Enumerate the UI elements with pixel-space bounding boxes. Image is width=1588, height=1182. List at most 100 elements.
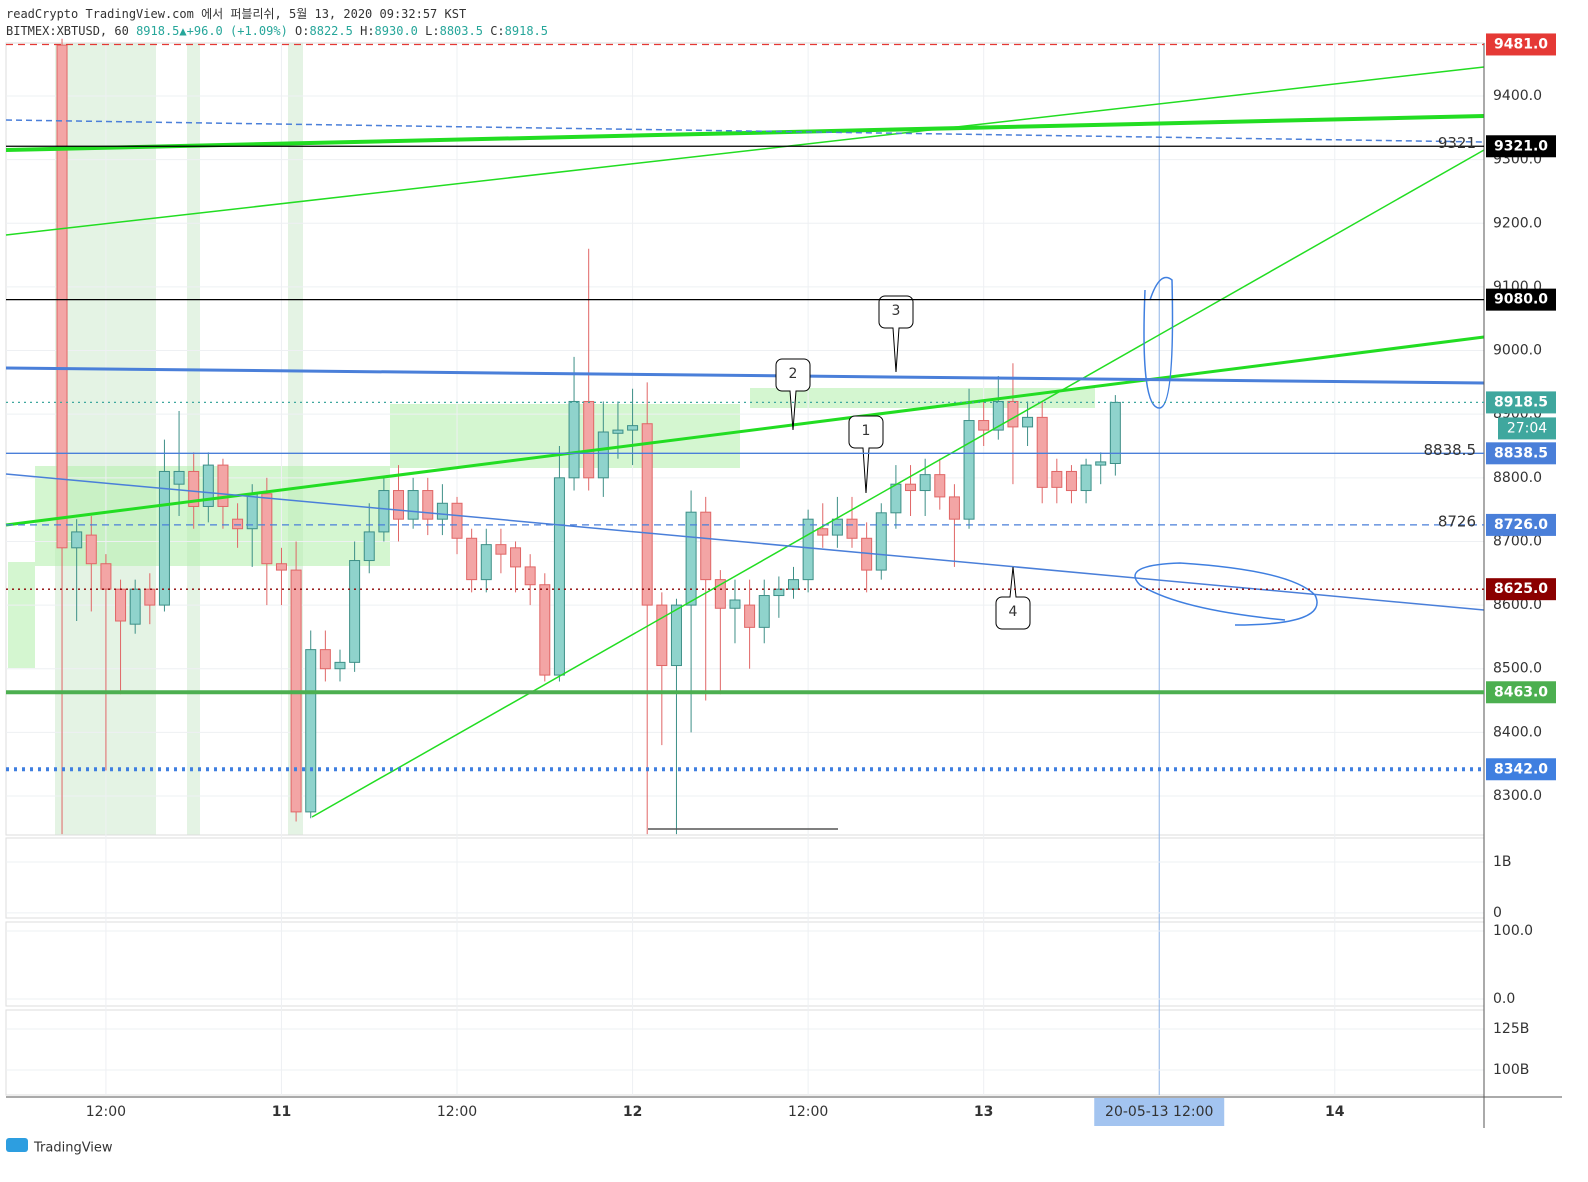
- candle-body: [890, 483, 902, 514]
- callout-text: 3: [892, 303, 901, 319]
- price-tag: [1486, 513, 1556, 536]
- price-tag-label: 9481.0: [1494, 36, 1548, 52]
- callout-text: 2: [789, 366, 798, 382]
- candle-body: [466, 537, 478, 581]
- ohlc-value: 8822.5: [309, 24, 353, 38]
- candle-body: [1109, 401, 1121, 464]
- trendline: [5, 366, 1485, 385]
- y-tick-label: 8700.0: [1493, 533, 1542, 549]
- price-tag: [1486, 442, 1556, 465]
- y-tick-label: 9000.0: [1493, 343, 1542, 359]
- price-tag-label: 8726.0: [1494, 517, 1548, 533]
- candle-body: [861, 537, 873, 571]
- y-tick-label: 9100.0: [1493, 279, 1542, 295]
- candle-body: [115, 588, 127, 622]
- ohlc-value: 8918.5: [504, 24, 548, 38]
- candle-body: [524, 566, 536, 586]
- candle-body: [56, 44, 68, 549]
- y-tick-label: 8500.0: [1493, 661, 1542, 677]
- candle-body: [905, 483, 917, 492]
- symbol-line: BITMEX:XBTUSD, 60 8918.5▲+96.0 (+1.09%) …: [6, 23, 548, 40]
- level-note: 8726: [1438, 512, 1476, 530]
- header: readCrypto TradingView.com 에서 퍼블리쉬, 5월 1…: [6, 6, 548, 40]
- pane-frame: [5, 837, 1485, 919]
- candle-body: [217, 464, 229, 507]
- candle-body: [407, 490, 419, 520]
- pane-tick-label: 125B: [1493, 1021, 1529, 1037]
- ohlc-key: O:: [295, 24, 310, 38]
- callout: [995, 566, 1031, 630]
- pane-tick-label: 100B: [1493, 1062, 1529, 1078]
- arrow: ▲: [179, 24, 187, 38]
- ohlc-key: L:: [425, 24, 440, 38]
- price-tag: [1486, 33, 1556, 56]
- candle-body: [919, 474, 931, 492]
- candle-body: [158, 470, 170, 606]
- publish-line: readCrypto TradingView.com 에서 퍼블리쉬, 5월 1…: [6, 7, 467, 21]
- candle-body: [1095, 461, 1107, 466]
- drawings: [5, 66, 1485, 830]
- candle-body: [758, 595, 770, 628]
- candle-body: [817, 528, 829, 536]
- y-tick-label: 8800.0: [1493, 470, 1542, 486]
- trendline: [5, 119, 1485, 143]
- x-tick-label: 11: [272, 1104, 291, 1120]
- scribble: [1134, 562, 1318, 626]
- pane-tick-label: 100.0: [1493, 923, 1533, 939]
- callout: [878, 295, 914, 373]
- candles: [56, 38, 1121, 835]
- axes: 8300.0 8400.0 8500.0 8600.0 8700.0 8800.0 8900…: [6, 33, 1562, 1128]
- candle-body: [188, 470, 200, 507]
- trendline: [5, 66, 1485, 236]
- pane-frame: [5, 921, 1485, 1007]
- candle-body: [319, 649, 331, 670]
- candle-body: [802, 518, 814, 581]
- callout-text: 1: [862, 423, 871, 439]
- candle-body: [261, 493, 273, 565]
- candle-body: [334, 661, 346, 670]
- trendline: [311, 149, 1485, 818]
- zone: [187, 43, 200, 835]
- candle-body: [305, 649, 317, 813]
- candle-body: [349, 560, 361, 663]
- candle-body: [627, 425, 639, 431]
- candle-body: [714, 579, 726, 609]
- trendline: [5, 114, 1485, 152]
- candle-body: [787, 579, 799, 590]
- ohlc-value: 8930.0: [374, 24, 418, 38]
- level-note: 8838.5: [1424, 441, 1477, 459]
- candle-body: [393, 490, 405, 520]
- price-tag: [1486, 681, 1556, 704]
- pane-tick-label: 1B: [1493, 854, 1512, 870]
- candle-body: [422, 490, 434, 520]
- candle-body: [700, 511, 712, 581]
- price-tag-label: 9321.0: [1494, 138, 1548, 154]
- pane-frame: [5, 42, 1485, 836]
- candle-body: [612, 429, 624, 434]
- level-note: 9321: [1438, 134, 1476, 152]
- candle-body: [480, 544, 492, 581]
- zone: [8, 562, 35, 668]
- candle-body: [129, 588, 141, 625]
- candle-body: [992, 400, 1004, 431]
- candle-body: [553, 477, 565, 676]
- y-tick-label: 8400.0: [1493, 724, 1542, 740]
- symbol: BITMEX:XBTUSD, 60: [6, 24, 129, 38]
- price-tag: [1486, 391, 1556, 414]
- candle-body: [685, 511, 697, 606]
- zone: [288, 43, 303, 835]
- candle-body: [290, 569, 302, 813]
- candle-body: [1007, 400, 1019, 428]
- price-tag: [1486, 578, 1556, 601]
- x-tick-label: 12:00: [788, 1104, 828, 1120]
- candle-body: [378, 490, 390, 533]
- price-tag: [1486, 288, 1556, 311]
- candle-body: [656, 604, 668, 667]
- candle-body: [173, 470, 185, 485]
- candle-body: [1051, 470, 1063, 488]
- candle-body: [451, 502, 463, 539]
- candle-body: [934, 474, 946, 498]
- candle-body: [831, 518, 843, 536]
